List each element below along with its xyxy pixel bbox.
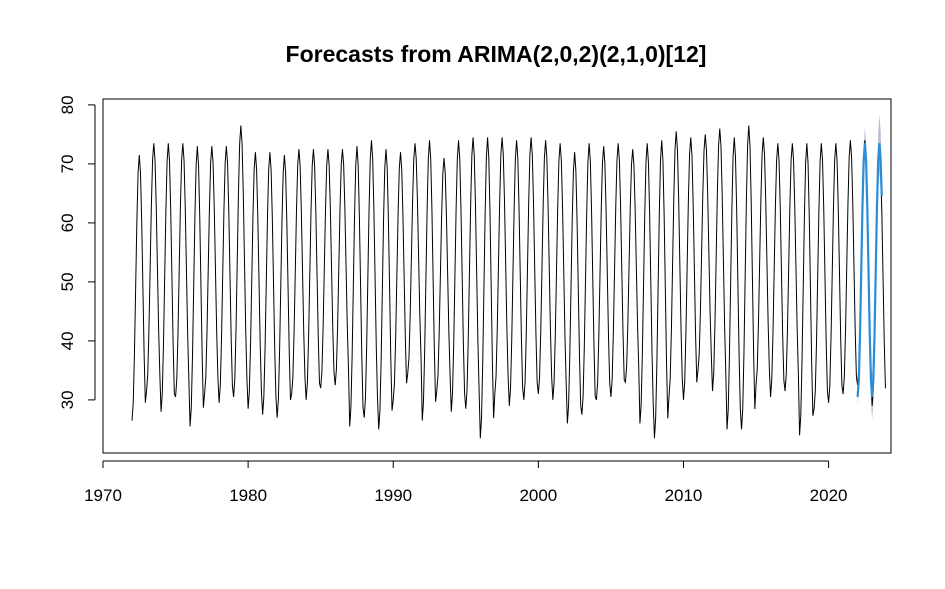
forecast-series: [856, 143, 883, 398]
y-axis: 30 40 50 60 70 80: [58, 95, 96, 409]
y-tick-label: 30: [58, 390, 77, 409]
x-tick-label: 1980: [229, 486, 267, 505]
y-tick-label: 50: [58, 272, 77, 291]
x-tick-label: 2020: [810, 486, 848, 505]
history-line: [131, 125, 886, 439]
x-tick-label: 1990: [374, 486, 412, 505]
y-tick-label: 40: [58, 331, 77, 350]
x-axis: 1970 1980 1990 2000 2010 2020: [84, 460, 848, 505]
x-tick-label: 1970: [84, 486, 122, 505]
y-tick-label: 60: [58, 213, 77, 232]
x-tick-label: 2010: [665, 486, 703, 505]
y-tick-label: 80: [58, 95, 77, 114]
chart-title: Forecasts from ARIMA(2,0,2)(2,1,0)[12]: [286, 41, 707, 67]
x-tick-label: 2000: [519, 486, 557, 505]
history-series: [131, 125, 886, 439]
y-tick-label: 70: [58, 154, 77, 173]
forecast-line: [856, 143, 883, 398]
plot-box: [102, 98, 892, 454]
